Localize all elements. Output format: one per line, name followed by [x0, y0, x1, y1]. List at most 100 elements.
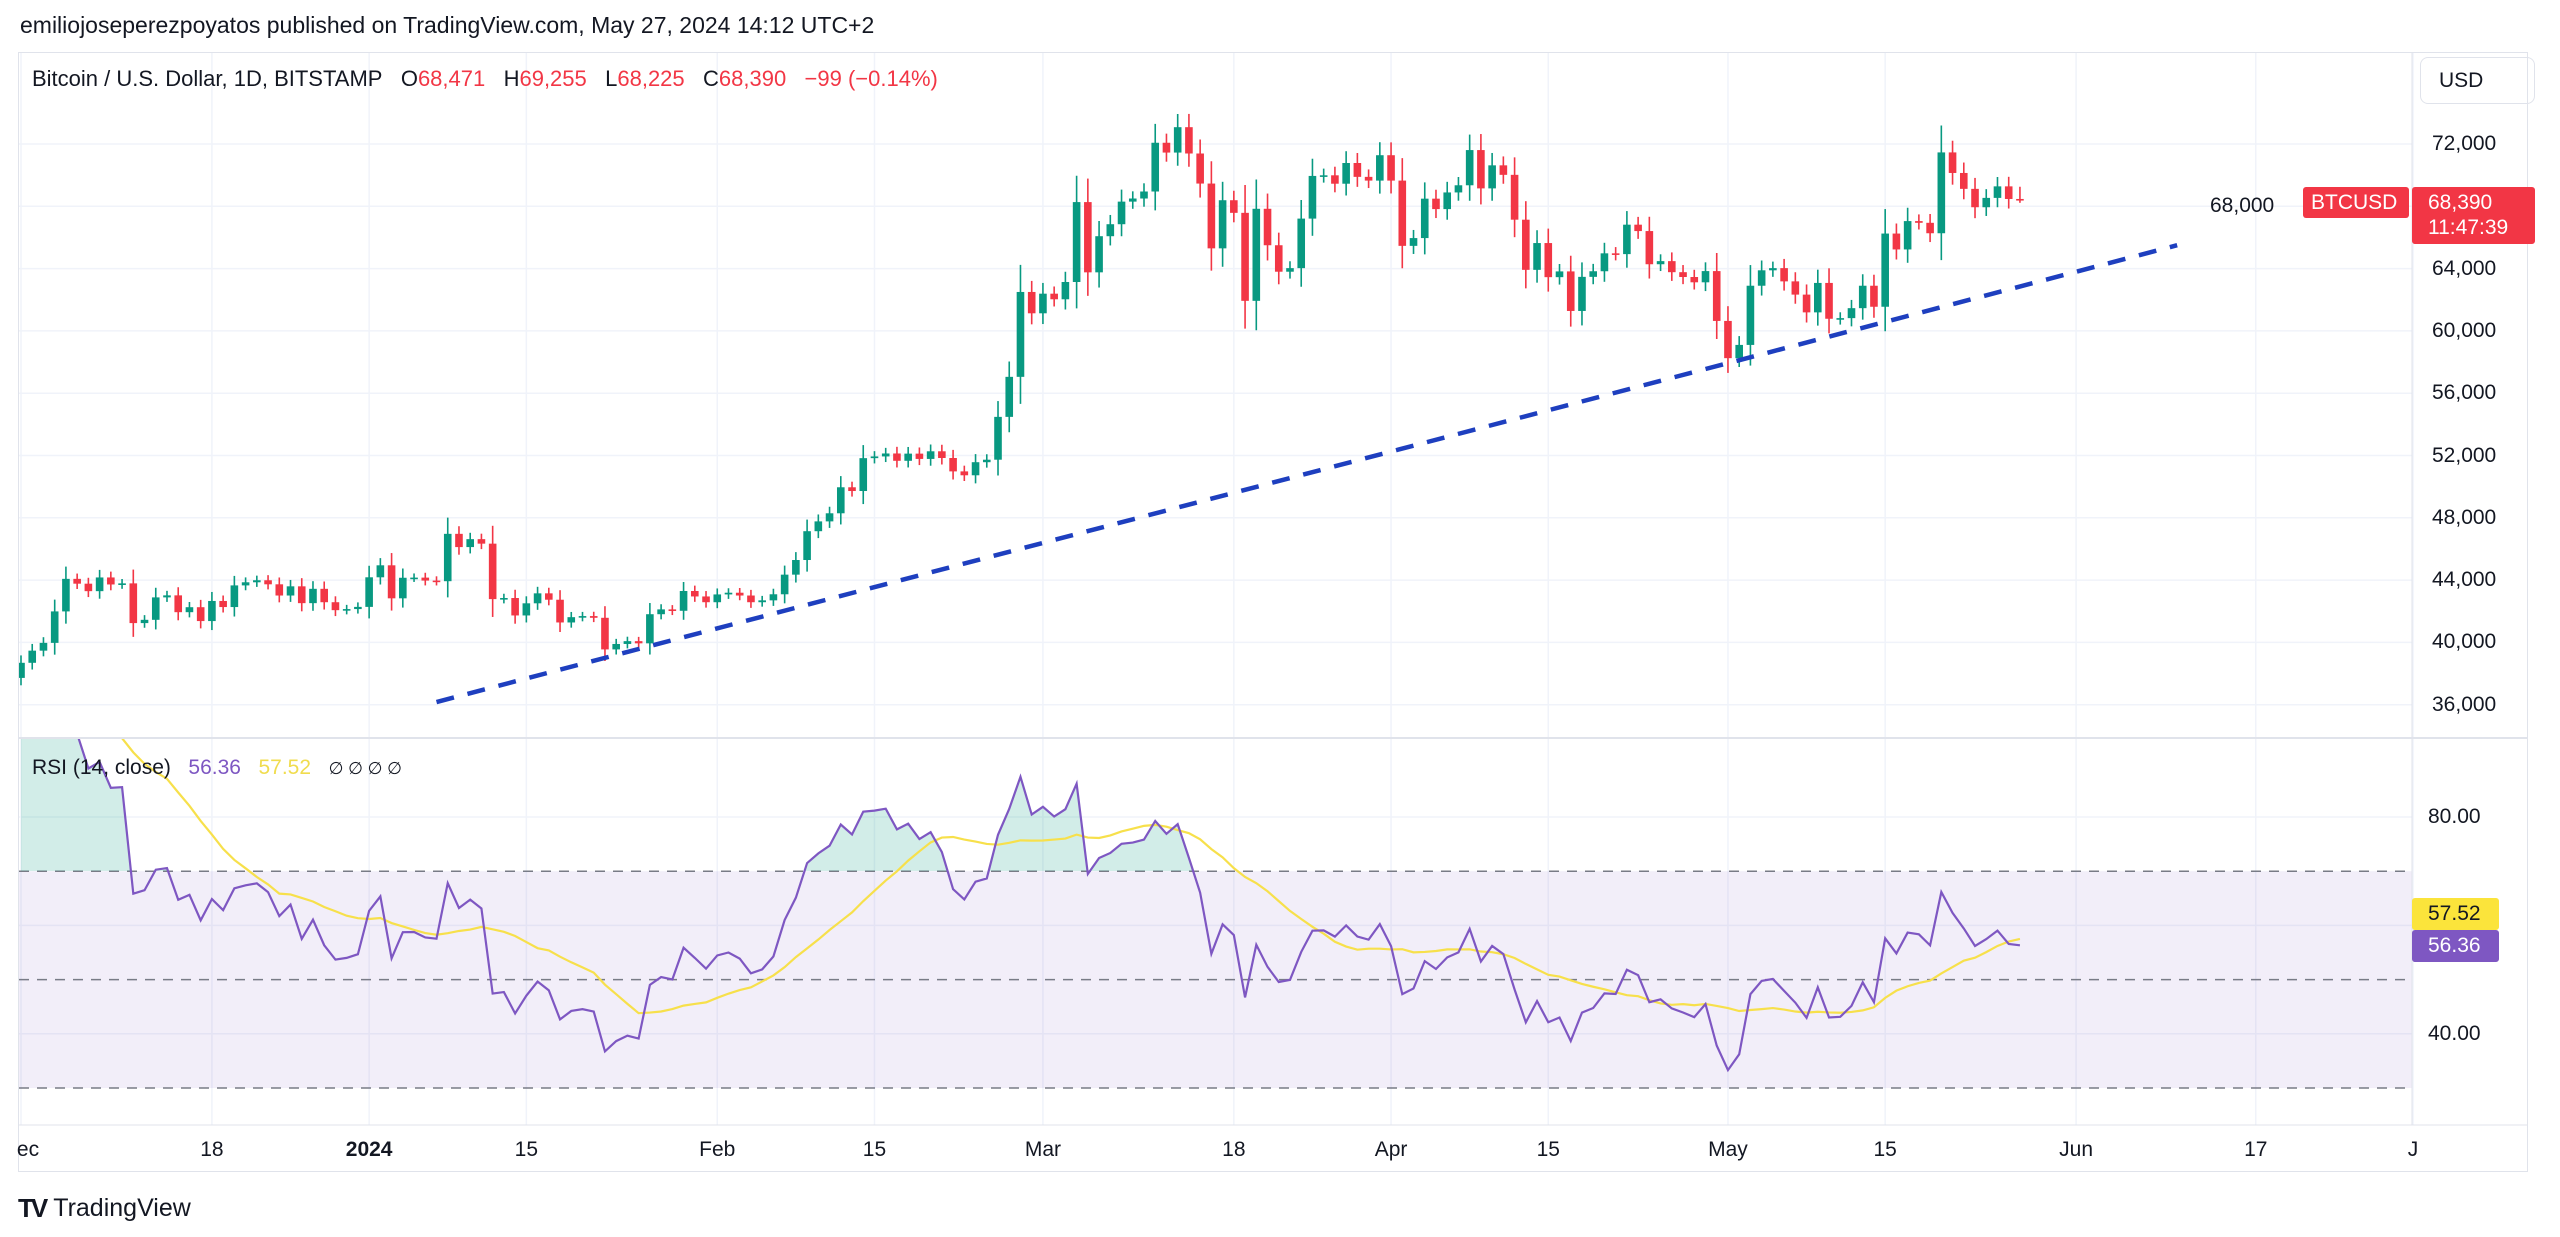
candle-body	[1061, 281, 1070, 300]
candle	[421, 572, 430, 586]
candle-body	[668, 609, 677, 611]
candle	[432, 576, 441, 586]
candle-body	[893, 453, 901, 461]
candle	[1836, 312, 1845, 325]
candle	[545, 587, 553, 606]
candle-body	[455, 533, 463, 548]
rsi-ma-value: 57.52	[258, 756, 312, 779]
candle	[1420, 182, 1429, 255]
candle	[1252, 179, 1261, 331]
candle-body	[443, 533, 452, 582]
time-axis-label: 15	[514, 1138, 539, 1161]
candle	[297, 578, 306, 612]
candle-body	[769, 594, 778, 601]
candle	[185, 602, 194, 618]
symbol-title[interactable]: Bitcoin / U.S. Dollar, 1D, BITSTAMP	[32, 66, 383, 91]
candle	[1948, 140, 1957, 185]
candle-body	[185, 607, 194, 613]
candle-body	[1364, 176, 1373, 181]
candle	[1274, 232, 1283, 285]
candle	[1443, 181, 1452, 220]
candle-body	[1712, 271, 1721, 321]
candle-body	[713, 594, 722, 603]
currency-button[interactable]: USD	[2420, 57, 2535, 104]
candle	[1510, 157, 1519, 238]
candle	[39, 637, 48, 657]
candle-body	[1319, 175, 1328, 177]
candle	[1791, 272, 1800, 304]
candle	[50, 599, 59, 655]
candle-body	[28, 650, 37, 663]
time-axis-label: 15	[1536, 1138, 1560, 1161]
candle	[1712, 252, 1721, 340]
candle	[1319, 168, 1328, 183]
candle-body	[1027, 291, 1036, 314]
candle-body	[1039, 293, 1047, 314]
candle	[320, 581, 329, 610]
candle-body	[1915, 221, 1923, 223]
candle-body	[1982, 197, 1991, 208]
candle	[589, 611, 598, 623]
candle-body	[1151, 142, 1160, 192]
candle-body	[1600, 253, 1609, 272]
candle	[511, 589, 519, 624]
candle	[1690, 269, 1699, 290]
candle	[1533, 230, 1541, 283]
candle-body	[1443, 192, 1452, 210]
candle	[1151, 123, 1160, 211]
candle	[1218, 181, 1227, 267]
candle-body	[1533, 243, 1541, 270]
candle	[1847, 299, 1856, 327]
price-axis-label: 52,000	[2432, 443, 2497, 467]
candle	[331, 596, 340, 617]
price-axis-label: 72,000	[2432, 132, 2497, 155]
candle-body	[1072, 202, 1081, 282]
candle	[1926, 214, 1934, 243]
candle	[1207, 161, 1216, 271]
candle	[174, 587, 183, 621]
candle-body	[1566, 271, 1575, 311]
high-label: H	[503, 66, 520, 91]
candle-body	[1106, 224, 1115, 237]
candle-body	[466, 539, 474, 548]
candle	[488, 525, 497, 617]
candle-body	[1308, 175, 1317, 219]
symbol-price-tag: BTCUSD	[2303, 187, 2409, 218]
candle	[1185, 113, 1193, 167]
candle	[275, 577, 284, 603]
candle	[196, 599, 205, 629]
candle-body	[1005, 376, 1014, 417]
rsi-title[interactable]: RSI (14, close)	[32, 756, 171, 779]
candle-body	[1746, 285, 1755, 345]
candle-body	[1971, 188, 1979, 208]
candle-body	[19, 662, 25, 678]
candle-body	[1645, 231, 1654, 265]
candle	[1623, 211, 1631, 268]
candle	[342, 604, 351, 615]
candle	[1196, 139, 1204, 198]
candle	[264, 575, 272, 590]
candle	[578, 611, 587, 622]
candle-body	[1016, 291, 1025, 377]
candle	[1555, 263, 1564, 285]
tradingview-logo[interactable]: TV TradingView	[18, 1193, 191, 1224]
candle-body	[691, 591, 699, 597]
candle-body	[1589, 271, 1597, 277]
candle	[208, 591, 216, 631]
candle-body	[657, 609, 665, 615]
time-axis-label: 18	[1222, 1138, 1246, 1161]
candle-body	[1668, 261, 1676, 273]
candle-body	[1465, 150, 1474, 186]
candle	[1858, 274, 1867, 320]
candle	[399, 568, 407, 608]
candle	[1825, 268, 1833, 334]
candle-body	[1679, 272, 1687, 278]
bar-countdown: 11:47:39	[2428, 216, 2509, 239]
candle	[28, 643, 37, 670]
candle	[1140, 183, 1148, 207]
candle	[1477, 134, 1485, 205]
candle	[376, 558, 385, 585]
candle	[477, 533, 486, 550]
candle-body	[1926, 222, 1934, 234]
